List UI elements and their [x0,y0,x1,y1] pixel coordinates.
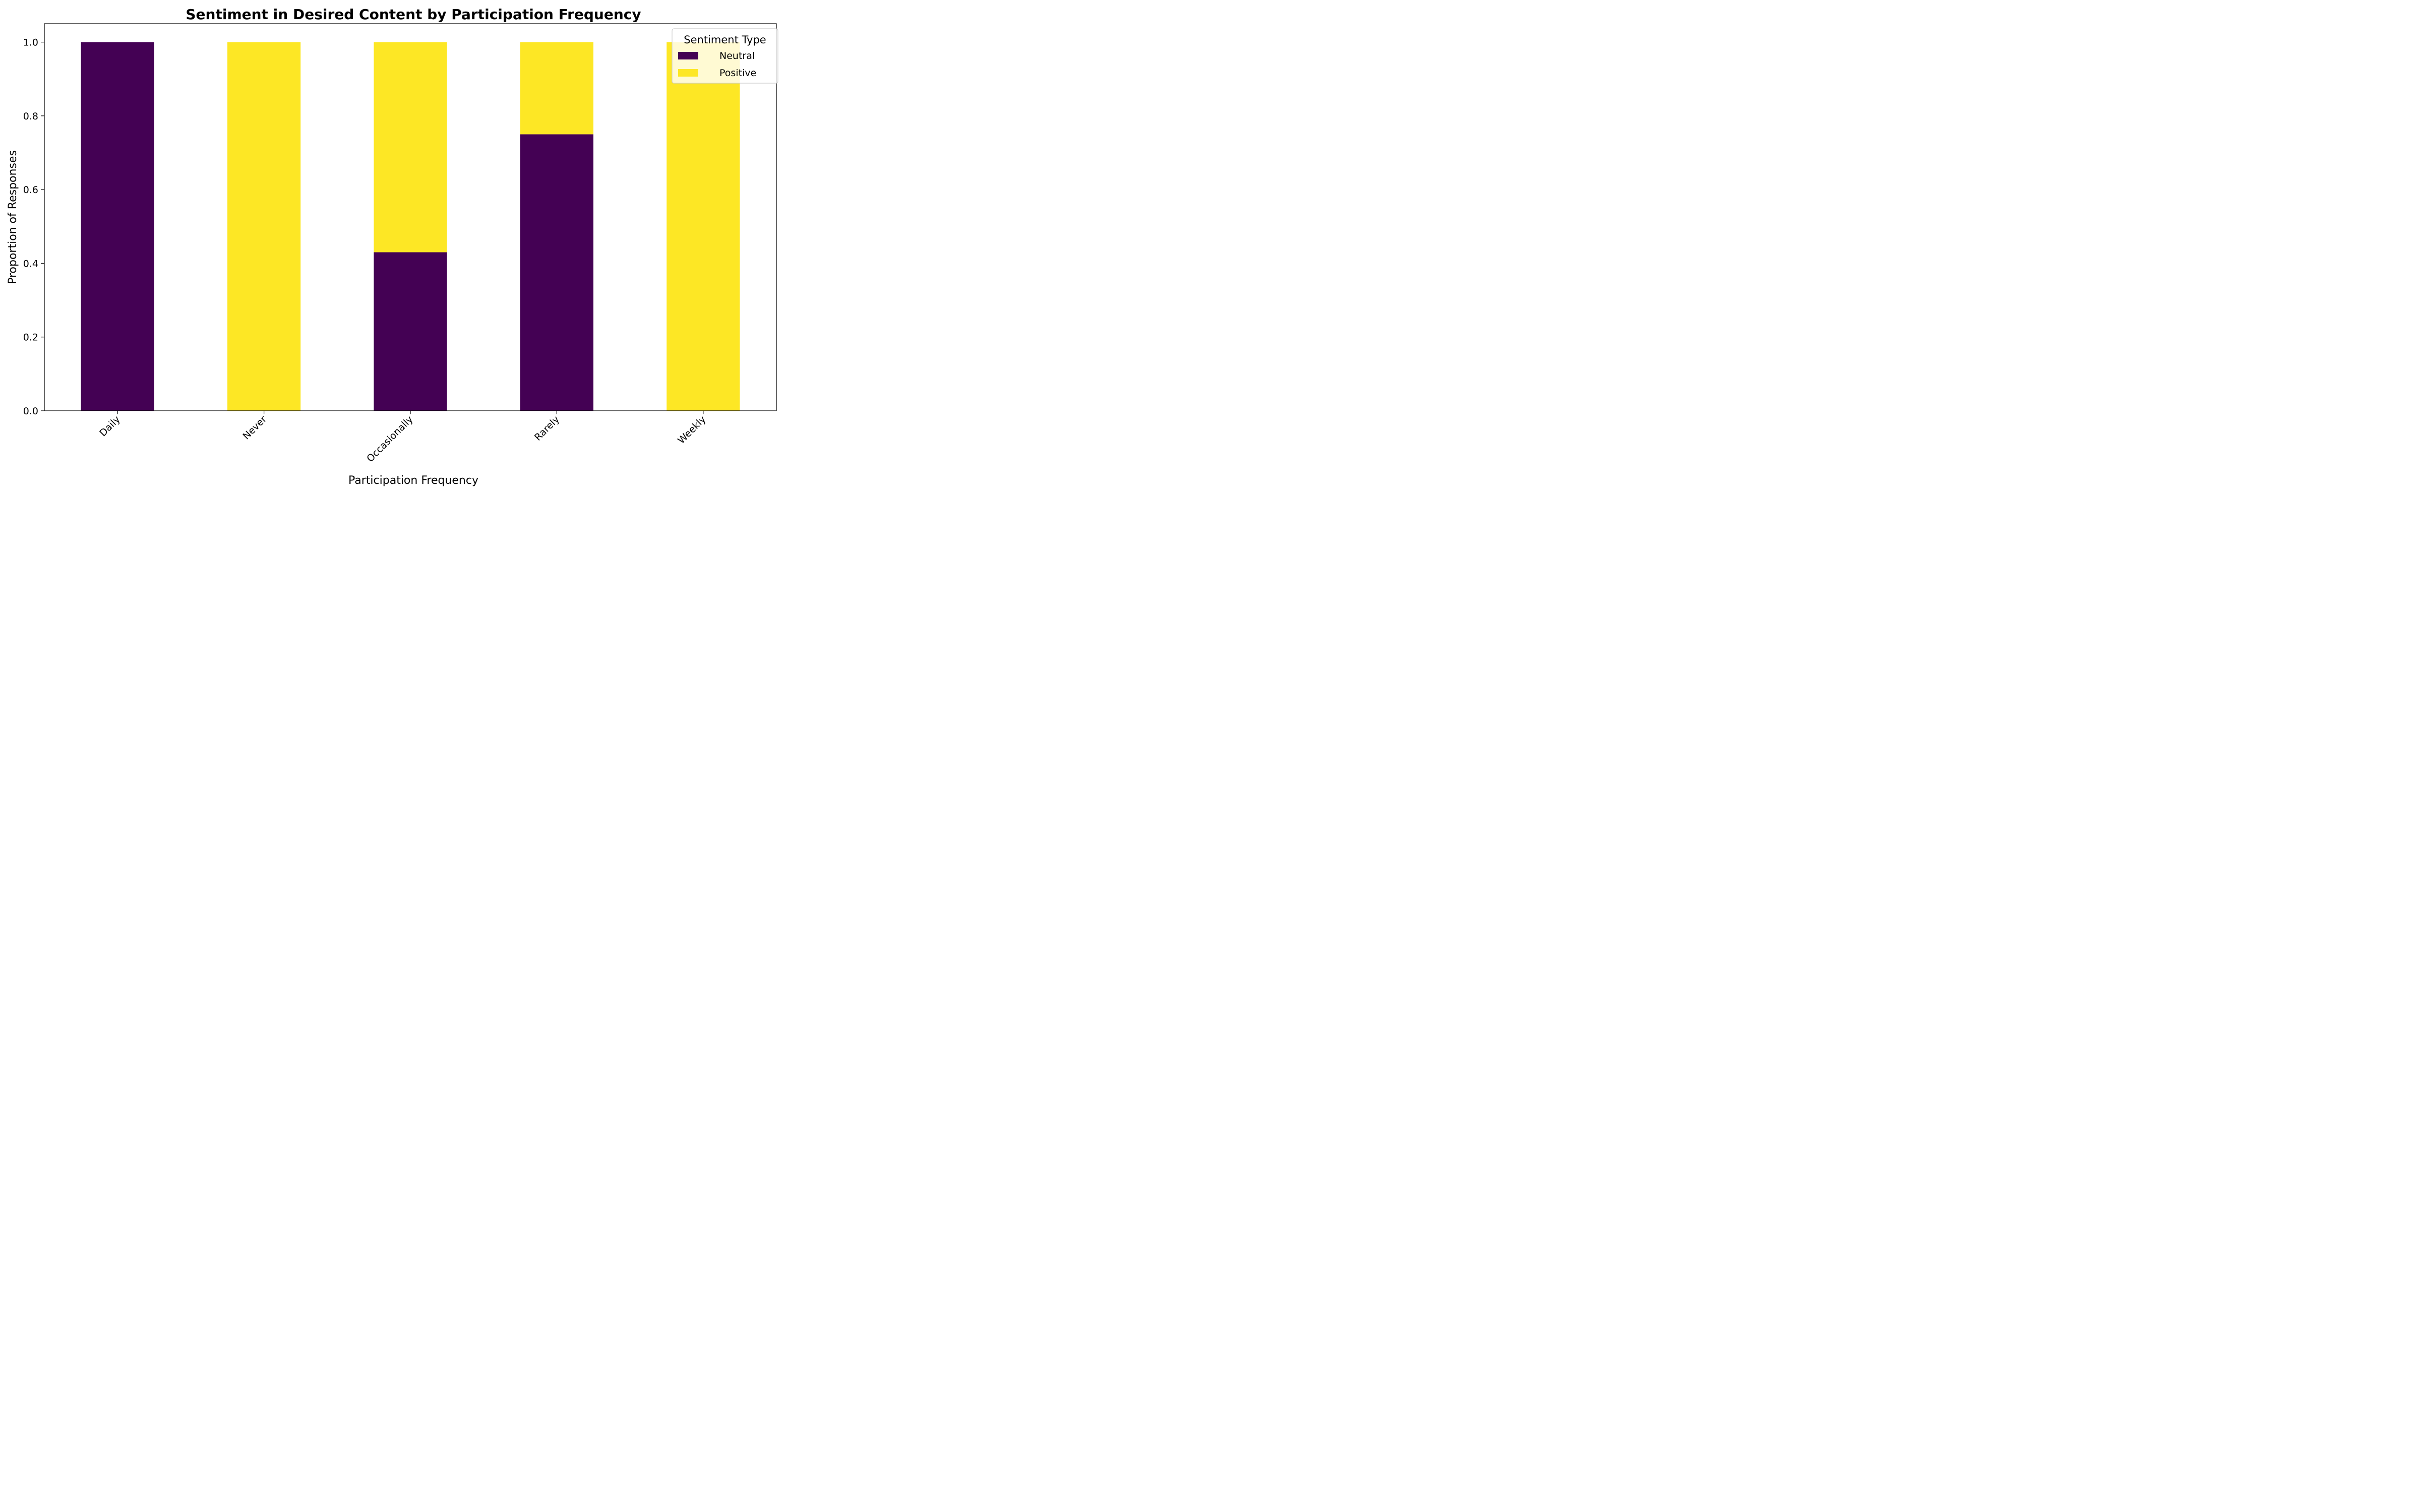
bar-positive-rarely [520,42,593,135]
y-axis-label: Proportion of Responses [7,150,19,284]
bar-neutral-occasionally [374,252,447,411]
y-tick-label: 0.2 [23,332,38,343]
bar-neutral-rarely [520,134,593,411]
x-tick-label-rarely: Rarely [532,414,562,443]
x-axis: Daily Never Occasionally Rarely Weekly [97,411,708,464]
legend-label-positive: Positive [719,68,756,79]
legend-box [672,28,778,84]
bar-positive-weekly [667,42,740,411]
chart-title: Sentiment in Desired Content by Particip… [186,6,641,23]
y-tick-label: 0.4 [23,258,38,269]
y-tick-label: 1.0 [23,37,38,48]
x-axis-label: Participation Frequency [348,474,478,487]
x-tick-label-daily: Daily [97,414,123,439]
stacked-bar-chart: Sentiment in Desired Content by Particip… [7,6,778,487]
legend-label-neutral: Neutral [719,50,755,61]
bar-neutral-daily [81,42,154,411]
legend-swatch-positive [678,69,698,77]
bars-layer [81,42,740,411]
x-tick-label-weekly: Weekly [676,414,708,446]
y-axis: 0.0 0.2 0.4 0.6 0.8 1.0 [23,37,44,417]
bar-positive-occasionally [374,42,447,253]
legend: Sentiment Type Neutral Positive [672,28,778,84]
y-tick-label: 0.6 [23,184,38,196]
x-tick-label-occasionally: Occasionally [365,414,415,464]
y-tick-label: 0.0 [23,406,38,417]
bar-positive-never [227,42,301,411]
legend-title: Sentiment Type [684,34,766,46]
legend-swatch-neutral [678,52,698,59]
y-tick-label: 0.8 [23,111,38,122]
x-tick-label-never: Never [241,414,269,442]
